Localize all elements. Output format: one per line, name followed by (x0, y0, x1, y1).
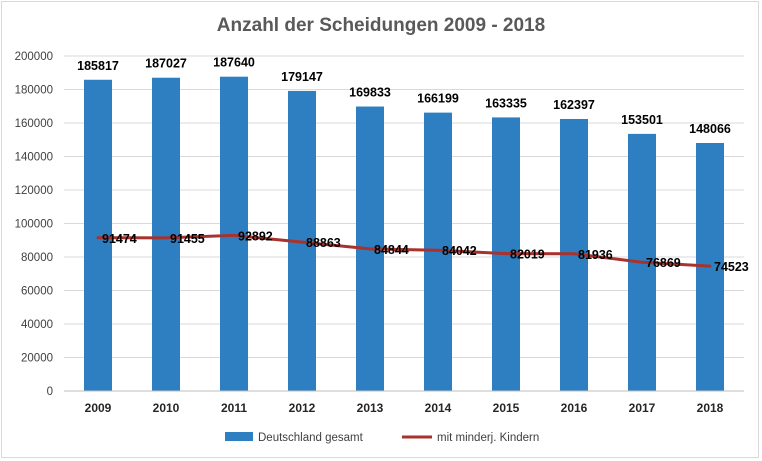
bar-value-label: 153501 (621, 113, 663, 127)
bar-value-label: 187027 (145, 57, 187, 71)
x-tick-label: 2011 (221, 401, 247, 415)
x-tick-label: 2018 (697, 401, 724, 415)
x-tick-label: 2010 (153, 401, 180, 415)
line-point (640, 260, 644, 264)
legend: Deutschland gesamt mit minderj. Kindern (225, 432, 539, 444)
y-tick-label: 200000 (15, 51, 53, 63)
line-value-label: 74523 (714, 260, 749, 274)
line-value-label: 92892 (238, 229, 273, 243)
line-point (300, 240, 304, 244)
line-point (96, 236, 100, 240)
bar-value-label: 187640 (213, 56, 255, 70)
line-point (708, 264, 712, 268)
x-axis-ticks: 2009 2010 2011 2012 2013 2014 2015 2016 2017 2018 (85, 401, 724, 415)
bar (220, 76, 248, 391)
x-tick-label: 2016 (561, 401, 588, 415)
line-data-labels: 91474 91455 92892 88863 84844 84042 82019 81936… (102, 229, 749, 274)
line-value-label: 88863 (306, 236, 341, 250)
x-tick-label: 2017 (629, 401, 656, 415)
y-tick-label: 20000 (21, 353, 53, 365)
bar (84, 79, 112, 391)
line-point (436, 248, 440, 252)
line-point (232, 233, 236, 237)
line-value-label: 81936 (578, 248, 613, 262)
line-value-label: 84042 (442, 244, 477, 258)
y-tick-label: 160000 (15, 118, 53, 130)
line-value-label: 82019 (510, 248, 545, 262)
bar (152, 77, 180, 392)
y-tick-label: 140000 (15, 152, 53, 164)
line-value-label: 84844 (374, 243, 409, 257)
y-tick-label: 180000 (15, 85, 53, 97)
y-tick-label: 40000 (21, 319, 53, 331)
bar-value-label: 179147 (281, 70, 323, 84)
line-value-label: 76869 (646, 256, 681, 270)
x-tick-label: 2013 (357, 401, 384, 415)
x-tick-label: 2012 (289, 401, 316, 415)
bar-data-labels: 185817 187027 187640 179147 169833 166199 1633… (77, 56, 731, 136)
y-tick-label: 120000 (15, 185, 53, 197)
line-value-label: 91474 (102, 232, 137, 246)
bar-value-label: 166199 (417, 92, 459, 106)
line-point (368, 247, 372, 251)
line-point (164, 236, 168, 240)
x-tick-label: 2014 (425, 401, 452, 415)
y-tick-label: 60000 (21, 286, 53, 298)
x-tick-label: 2009 (85, 401, 112, 415)
y-tick-label: 80000 (21, 252, 53, 264)
chart-title: Anzahl der Scheidungen 2009 - 2018 (217, 15, 545, 36)
bar-value-label: 162397 (553, 98, 595, 112)
line-series (96, 233, 712, 268)
line-value-label: 91455 (170, 232, 205, 246)
bar-value-label: 163335 (485, 96, 527, 110)
y-axis-ticks: 0 20000 40000 60000 80000 100000 120000 140000 1… (15, 51, 53, 398)
line-point (572, 252, 576, 256)
y-tick-label: 0 (47, 386, 53, 398)
x-tick-label: 2015 (493, 401, 520, 415)
legend-swatch-bar (225, 432, 253, 441)
line-path (97, 233, 711, 268)
bar-value-label: 169833 (349, 86, 391, 100)
bar-value-label: 185817 (77, 59, 119, 73)
legend-label-line: mit minderj. Kindern (437, 432, 539, 444)
y-tick-label: 100000 (15, 219, 53, 231)
line-point (504, 252, 508, 256)
bar-value-label: 148066 (689, 122, 731, 136)
legend-label-bar: Deutschland gesamt (258, 432, 364, 444)
